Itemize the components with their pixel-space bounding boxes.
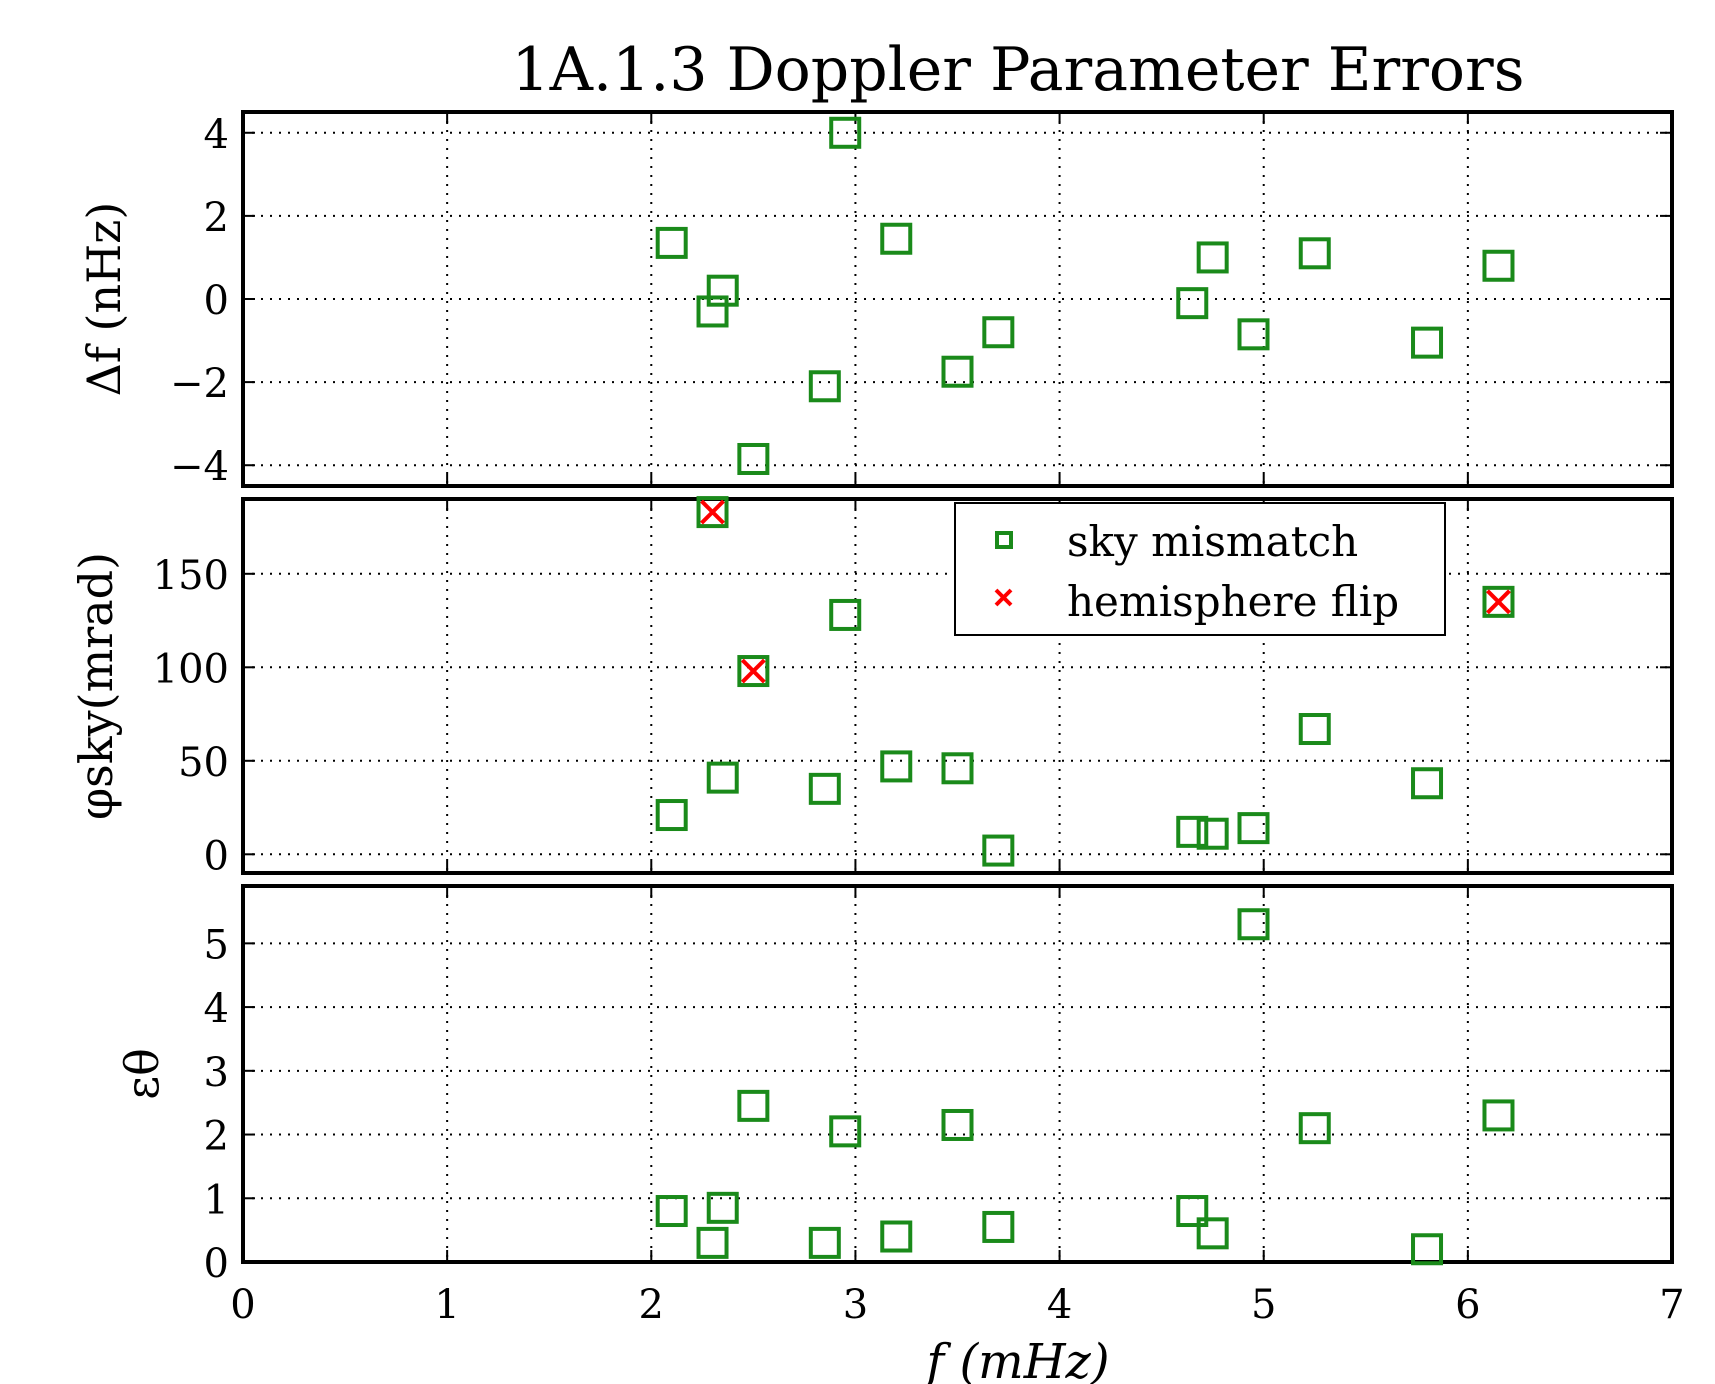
sky-mismatch-point — [655, 226, 688, 259]
legend: sky mismatch hemisphere flip — [954, 502, 1446, 636]
panel-epsilon-theta: 5 4 3 2 1 0 εθ — [115, 884, 1674, 1287]
y-tick-label: 0 — [204, 1241, 229, 1287]
y-tick-label: 0 — [204, 278, 229, 324]
sky-mismatch-point — [829, 116, 862, 149]
sky-mismatch-point — [1176, 815, 1209, 848]
y-tick-label: 150 — [153, 553, 229, 599]
hemisphere-flip-point — [1486, 589, 1511, 615]
legend-sky-mismatch-marker — [995, 531, 1013, 549]
sky-mismatch-point — [829, 1115, 862, 1148]
y-tick-label: 0 — [204, 833, 229, 879]
hemisphere-flip-point — [740, 658, 766, 684]
sky-mismatch-point — [880, 222, 913, 255]
x-axis-tick-labels: 0 1 2 3 4 5 6 7 — [230, 1282, 1684, 1328]
x-tick-label: 3 — [843, 1282, 868, 1328]
legend-hemisphere-flip-marker — [994, 588, 1013, 607]
sky-mismatch-point — [1411, 767, 1444, 800]
y-tick-label: 50 — [178, 740, 229, 786]
panel-phi-sky: 150 100 50 0 φsky(mrad) — [69, 496, 1674, 879]
y-tick-label: 4 — [204, 112, 229, 158]
x-tick-label: 6 — [1455, 1282, 1480, 1328]
x-tick-label: 4 — [1047, 1282, 1072, 1328]
y-tick-label: −2 — [170, 361, 229, 407]
hemisphere-flip-point — [700, 499, 725, 525]
sky-mismatch-point — [982, 316, 1015, 349]
sky-mismatch-point — [1237, 318, 1270, 351]
y-tick-label: 1 — [204, 1177, 229, 1223]
sky-mismatch-point — [696, 295, 729, 328]
sky-mismatch-point — [982, 1210, 1015, 1243]
sky-mismatch-point — [706, 761, 739, 794]
sky-mismatch-point — [1237, 812, 1270, 845]
x-tick-label: 2 — [639, 1282, 664, 1328]
panel-delta-f: 4 2 0 −2 −4 Δf (nHz) — [77, 110, 1674, 490]
sky-mismatch-point — [1196, 817, 1229, 850]
sky-mismatch-point — [1411, 1233, 1444, 1266]
chart-title: 1A.1.3 Doppler Parameter Errors — [512, 35, 1525, 105]
sky-mismatch-point — [880, 750, 913, 783]
legend-sky-mismatch-label: sky mismatch — [1067, 517, 1358, 566]
x-tick-label: 1 — [434, 1282, 459, 1328]
sky-mismatch-point — [696, 1226, 729, 1259]
sky-mismatch-point — [696, 496, 729, 529]
y-tick-label: 4 — [204, 986, 229, 1032]
sky-mismatch-point — [808, 370, 841, 403]
sky-mismatch-point — [655, 799, 688, 832]
y-tick-label: 100 — [153, 646, 229, 692]
sky-mismatch-point — [655, 1195, 688, 1228]
sky-mismatch-point — [1298, 237, 1331, 270]
sky-mismatch-point — [941, 1108, 974, 1141]
panel-frame — [241, 497, 1674, 875]
y-tick-label: 5 — [204, 922, 229, 968]
sky-mismatch-point — [1482, 585, 1515, 618]
y-axis-label-delta-f: Δf (nHz) — [77, 202, 131, 397]
sky-mismatch-point — [1196, 1217, 1229, 1250]
sky-mismatch-point — [706, 1191, 739, 1224]
sky-mismatch-point — [808, 772, 841, 805]
y-tick-label: 2 — [204, 1114, 229, 1160]
sky-mismatch-point — [737, 442, 770, 475]
sky-mismatch-point — [1482, 249, 1515, 282]
sky-mismatch-point — [1411, 326, 1444, 359]
sky-mismatch-point — [829, 598, 862, 631]
sky-mismatch-point — [706, 274, 739, 307]
sky-mismatch-point — [1176, 1195, 1209, 1228]
x-axis-label: f (mHz) — [923, 1334, 1109, 1384]
y-tick-label: 2 — [204, 195, 229, 241]
sky-mismatch-point — [808, 1226, 841, 1259]
sky-mismatch-point — [982, 834, 1015, 867]
sky-mismatch-point — [1237, 908, 1270, 941]
x-tick-label: 7 — [1659, 1282, 1684, 1328]
panel-frame — [241, 110, 1674, 488]
y-axis-label-epsilon-theta: εθ — [115, 1048, 169, 1100]
legend-frame — [954, 502, 1446, 636]
sky-mismatch-point — [941, 752, 974, 785]
y-tick-label: 3 — [204, 1050, 229, 1096]
y-axis-label-phi-sky: φsky(mrad) — [69, 552, 123, 820]
sky-mismatch-point — [1298, 1112, 1331, 1145]
sky-mismatch-point — [1176, 287, 1209, 320]
x-tick-label: 0 — [230, 1282, 255, 1328]
sky-mismatch-point — [1298, 713, 1331, 746]
legend-hemisphere-flip-label: hemisphere flip — [1067, 577, 1399, 626]
y-tick-label: −4 — [170, 444, 229, 490]
sky-mismatch-point — [941, 355, 974, 388]
sky-mismatch-point — [880, 1220, 913, 1253]
panel-frame — [241, 884, 1674, 1264]
sky-mismatch-point — [737, 1089, 770, 1122]
x-tick-label: 5 — [1251, 1282, 1276, 1328]
sky-mismatch-point — [1196, 241, 1229, 274]
sky-mismatch-point — [737, 655, 770, 688]
sky-mismatch-point — [1482, 1099, 1515, 1132]
